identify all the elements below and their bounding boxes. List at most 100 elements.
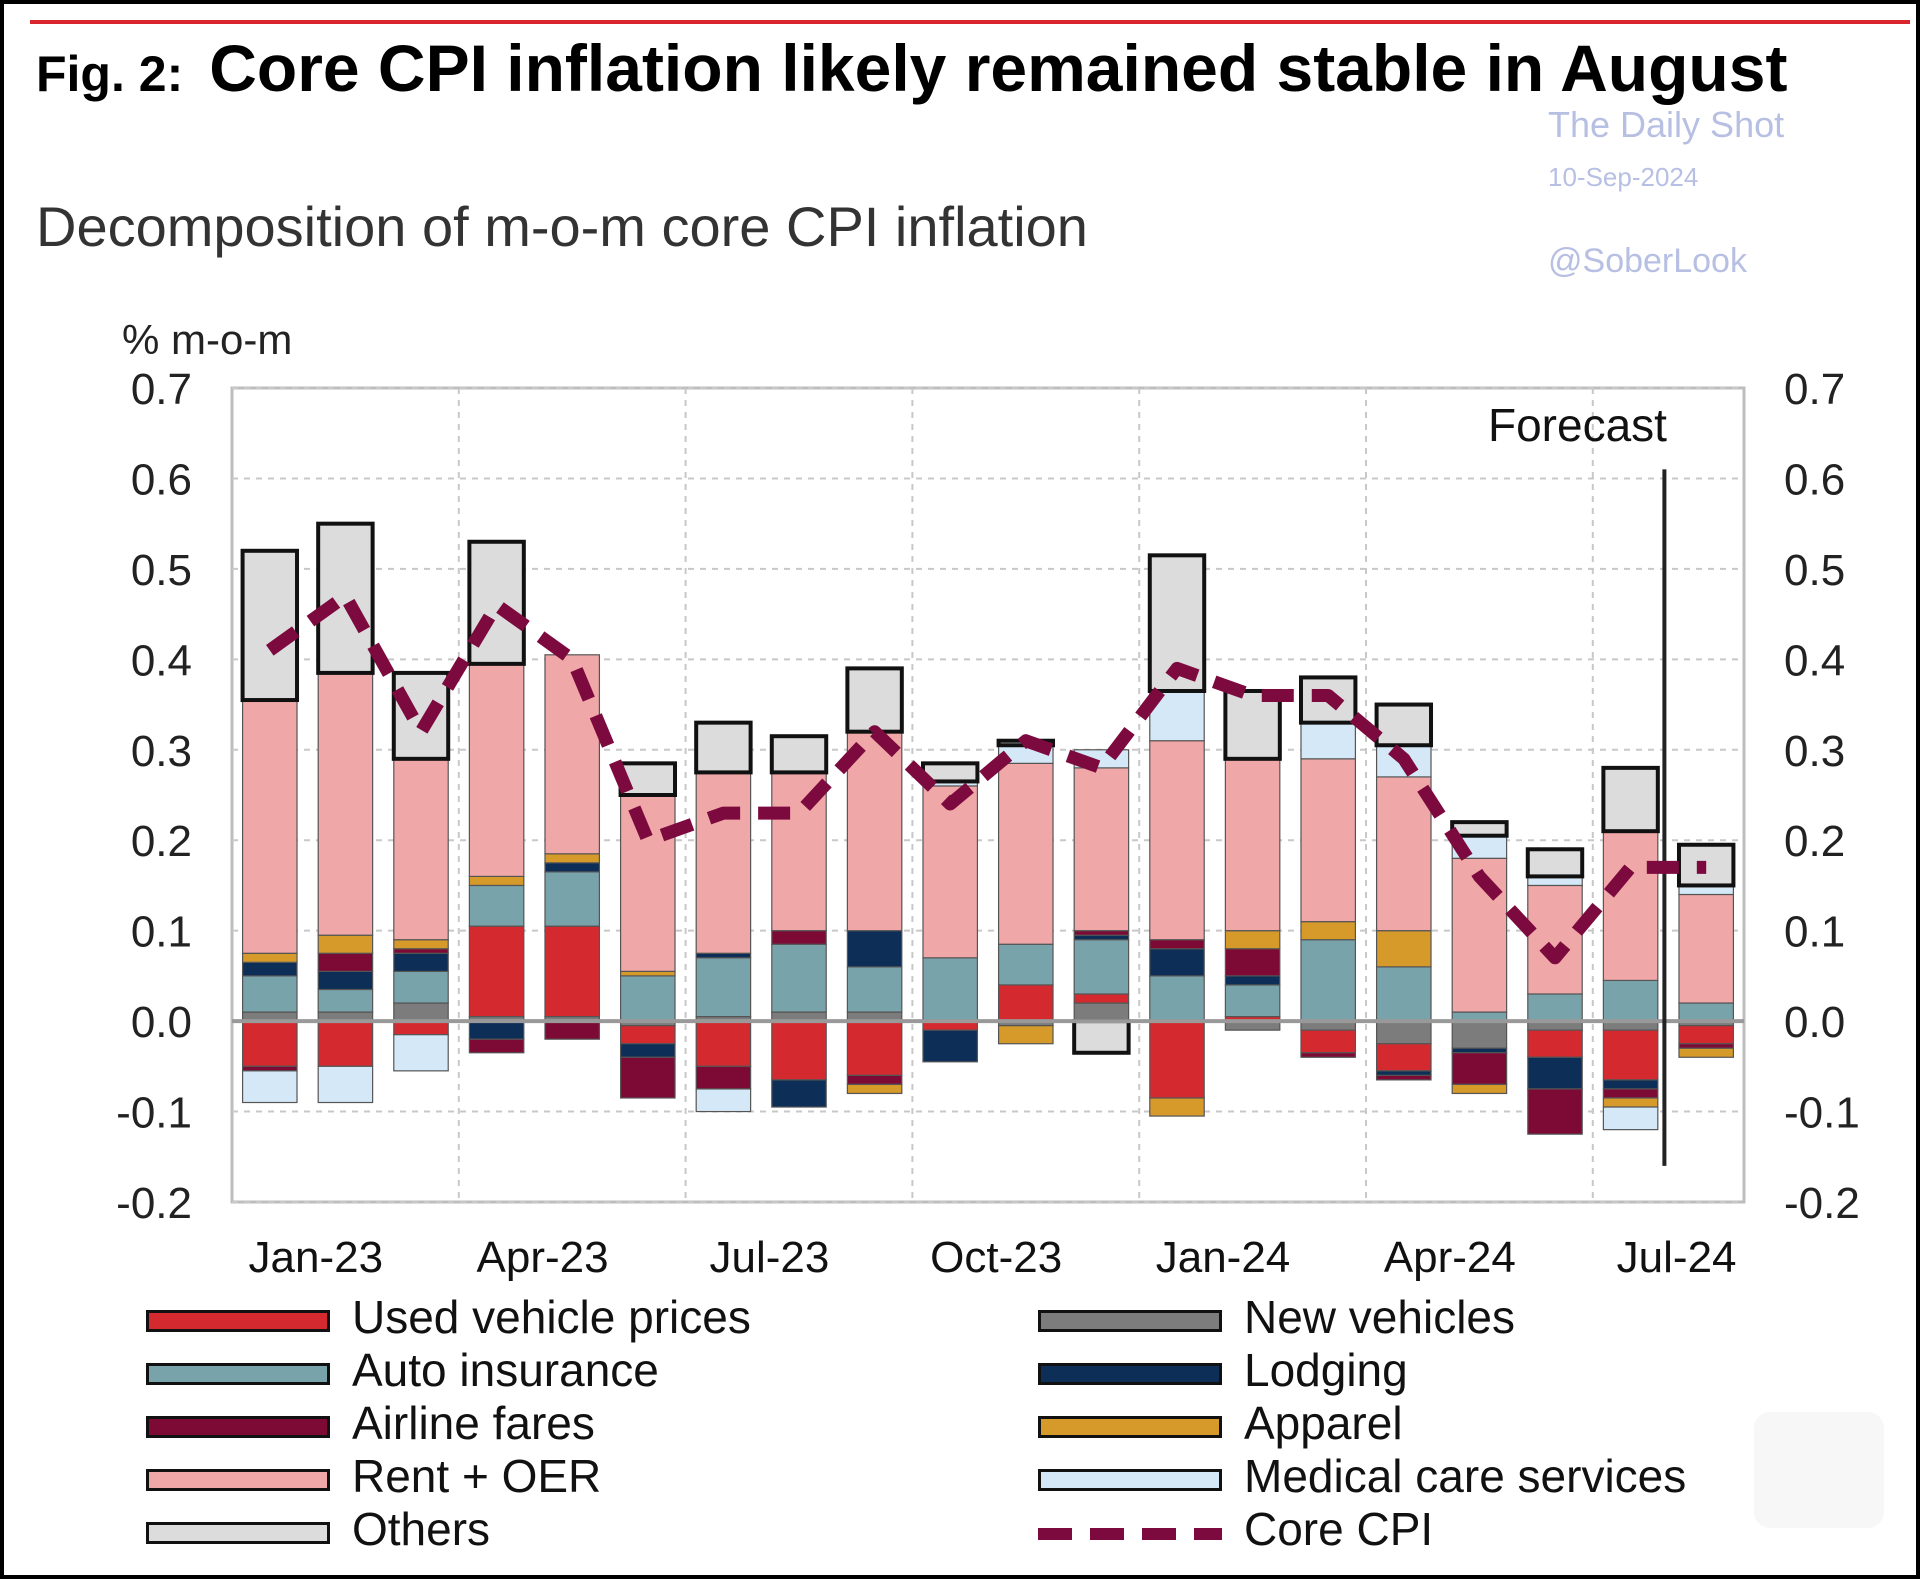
bar-segment-lodging — [1375, 1070, 1432, 1076]
legend-swatch — [146, 1310, 330, 1332]
bar-segment-rent-oer — [468, 663, 525, 877]
bar-segment-medical-care-services — [1602, 1106, 1659, 1131]
chart-frame: Fig. 2: Core CPI inflation likely remaine… — [4, 4, 1916, 1575]
bar-segment-used-vehicle-prices — [393, 1020, 449, 1036]
corner-overlay-button[interactable] — [1754, 1412, 1884, 1528]
legend-label: Rent + OER — [352, 1450, 602, 1502]
legend-swatch — [146, 1363, 330, 1385]
bar-segment-lodging — [1149, 948, 1205, 977]
bar-segment-used-vehicle-prices — [468, 925, 525, 1018]
bar-segment-lodging — [544, 862, 601, 873]
bar-segment-rent-oer — [1678, 893, 1735, 1004]
legend-swatch — [1038, 1363, 1222, 1385]
bar-segment-auto-insurance — [544, 871, 601, 927]
bar-segment-auto-insurance — [1149, 975, 1205, 1022]
bar-segment-medical-care-services — [1300, 722, 1357, 760]
bar-segment-used-vehicle-prices — [997, 984, 1054, 1022]
bar-segment-airline-fares — [544, 1020, 601, 1040]
bar-segment-lodging — [1224, 975, 1281, 986]
legend-label: Core CPI — [1244, 1503, 1434, 1555]
bar-segment-apparel — [1678, 1047, 1735, 1058]
legend-swatch — [146, 1469, 330, 1491]
bar-segment-apparel — [468, 875, 525, 887]
bar-segment-airline-fares — [1375, 1074, 1432, 1081]
y-tick-label-right: 0.7 — [1784, 365, 1845, 414]
x-tick-label: Jan-23 — [249, 1233, 384, 1282]
bar-segment-airline-fares — [846, 1074, 903, 1086]
bar-segment-lodging — [1451, 1047, 1508, 1054]
bar-segment-used-vehicle-prices — [1527, 1029, 1583, 1058]
bar-segment-auto-insurance — [771, 943, 827, 1013]
bar-segment-airline-fares — [1224, 948, 1281, 977]
bar-segment-rent-oer — [544, 654, 601, 855]
bar-segment-others — [316, 521, 375, 675]
bar-segment-others — [1298, 675, 1358, 725]
bar-segment-apparel — [1451, 1083, 1508, 1095]
legend-label: Airline fares — [352, 1397, 595, 1449]
bar-segment-lodging — [619, 1043, 676, 1058]
bar-segment-others — [845, 666, 904, 734]
bar-segment-lodging — [317, 970, 374, 991]
legend-swatch — [1038, 1310, 1222, 1332]
bar-segment-apparel — [1300, 921, 1357, 941]
bar-segment-lodging — [1602, 1079, 1659, 1090]
y-tick-label-right: 0.5 — [1784, 546, 1845, 595]
bar-segment-auto-insurance — [846, 966, 903, 1013]
bar-segment-lodging — [241, 961, 298, 977]
y-tick-label-right: 0.6 — [1784, 455, 1845, 504]
forecast-label: Forecast — [1488, 399, 1667, 451]
bar-segment-new-vehicles — [393, 1002, 449, 1022]
chart-title: Fig. 2: Core CPI inflation likely remaine… — [36, 30, 1876, 112]
watermark-date: 10-Sep-2024 — [1548, 162, 1699, 192]
bar-segment-used-vehicle-prices — [544, 925, 601, 1018]
bar-segment-apparel — [1602, 1097, 1659, 1108]
bar-segment-rent-oer — [241, 699, 298, 954]
bar-segment-rent-oer — [1602, 830, 1659, 982]
bar-segment-auto-insurance — [1602, 979, 1659, 1022]
x-tick-label: Apr-23 — [477, 1233, 609, 1282]
bar-segment-auto-insurance — [393, 970, 449, 1004]
bar-segment-others — [240, 548, 300, 703]
bar-segment-used-vehicle-prices — [241, 1020, 298, 1067]
bar-segment-airline-fares — [468, 1038, 525, 1054]
bar-segment-new-vehicles — [1451, 1020, 1508, 1049]
y-tick-label-left: -0.1 — [116, 1089, 192, 1138]
bar-segment-used-vehicle-prices — [695, 1020, 752, 1067]
y-tick-label-right: -0.2 — [1784, 1179, 1860, 1228]
legend-label: Others — [352, 1503, 491, 1555]
bar-segment-used-vehicle-prices — [846, 1020, 903, 1076]
bar-segment-medical-care-services — [317, 1065, 374, 1104]
bar-segment-lodging — [695, 952, 752, 959]
bar-segment-airline-fares — [771, 930, 827, 945]
bar-segment-others — [694, 720, 753, 775]
bar-segment-auto-insurance — [1300, 939, 1357, 1022]
bar-segment-apparel — [317, 934, 374, 954]
y-tick-label-left: 0.1 — [131, 908, 192, 957]
bar-segment-apparel — [846, 1083, 903, 1095]
bar-segment-new-vehicles — [1073, 1002, 1130, 1022]
bar-segment-airline-fares — [1678, 1043, 1735, 1049]
bar-segment-others — [1525, 847, 1585, 879]
bar-segment-rent-oer — [1073, 767, 1130, 932]
legend-swatch — [1038, 1528, 1222, 1540]
bar-segment-apparel — [997, 1025, 1054, 1045]
bar-segment-others — [1601, 765, 1660, 834]
x-tick-label: Jan-24 — [1156, 1233, 1291, 1282]
bar-segment-rent-oer — [695, 771, 752, 954]
bar-segment-medical-care-services — [393, 1034, 449, 1072]
bar-segment-airline-fares — [1451, 1052, 1508, 1086]
bar-segment-used-vehicle-prices — [619, 1025, 676, 1045]
y-tick-label-right: 0.4 — [1784, 636, 1845, 685]
bar-segment-airline-fares — [393, 948, 449, 954]
bar-segment-used-vehicle-prices — [1149, 1020, 1205, 1099]
x-tick-label: Jul-23 — [709, 1233, 829, 1282]
bar-segment-apparel — [241, 952, 298, 963]
bar-segment-rent-oer — [619, 794, 676, 972]
legend-swatch — [146, 1522, 330, 1544]
top-rule — [30, 20, 1910, 24]
y-tick-label-right: 0.1 — [1784, 908, 1845, 957]
y-tick-label-left: -0.2 — [116, 1179, 192, 1228]
watermark-handle: @SoberLook — [1548, 242, 1747, 280]
bar-segment-apparel — [619, 970, 676, 977]
bar-segment-rent-oer — [846, 731, 903, 932]
